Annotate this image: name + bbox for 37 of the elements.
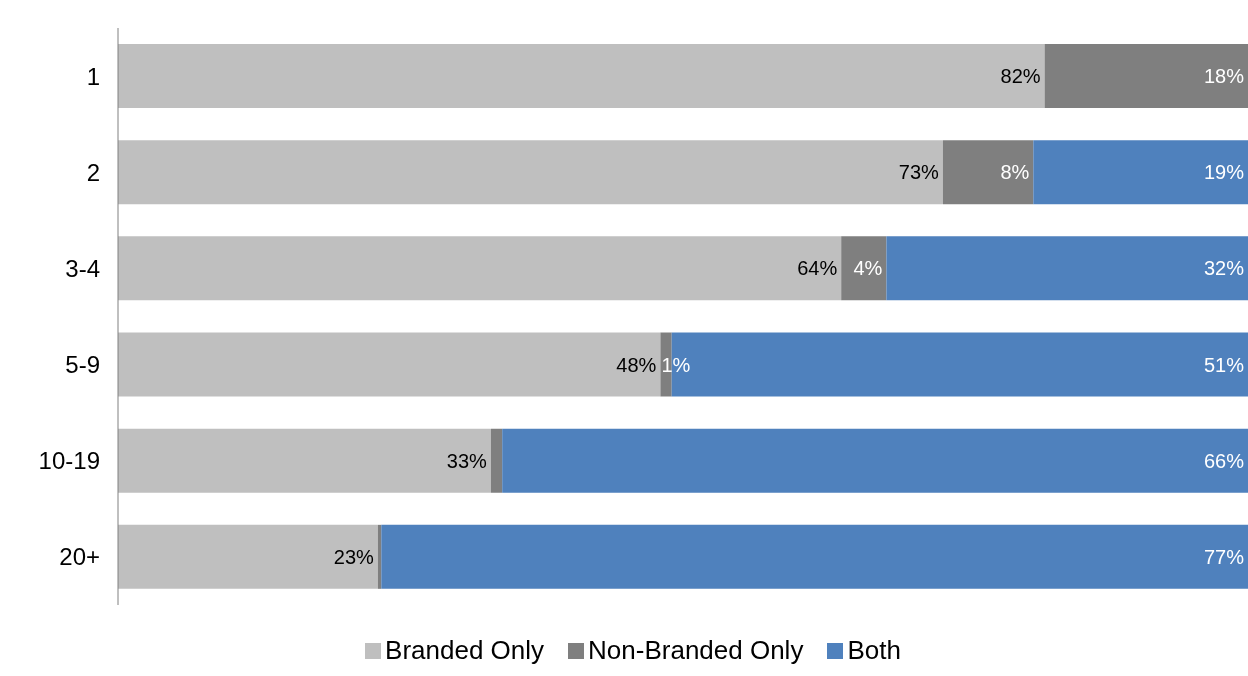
legend-label: Both: [847, 635, 901, 666]
bar: [118, 332, 661, 397]
data-label: 18%: [1203, 65, 1245, 87]
bar: [886, 236, 1248, 301]
bar: [942, 140, 1034, 205]
y-tick-label: 3-4: [65, 254, 100, 282]
data-label: 8%: [1000, 161, 1030, 184]
data-label: 48%: [616, 353, 657, 376]
y-tick-label: 10-19: [38, 447, 100, 475]
y-tick-label: 2: [86, 158, 100, 186]
data-label: 64%: [797, 257, 838, 280]
data-label: 32%: [1203, 257, 1245, 280]
bar: [490, 428, 503, 493]
bar: [1033, 140, 1248, 205]
data-label: 23%: [333, 545, 375, 568]
data-label: 51%: [1203, 353, 1245, 376]
data-label: 66%: [1203, 449, 1245, 472]
bar: [841, 236, 887, 301]
data-label: 4%: [853, 257, 883, 280]
y-tick-label: 1: [86, 62, 100, 90]
bar: [118, 236, 842, 301]
bar: [118, 140, 943, 205]
y-tick-label: 20+: [59, 543, 100, 571]
bar: [502, 428, 1248, 493]
data-label: 82%: [1000, 65, 1041, 87]
y-tick-label: 5-9: [65, 351, 100, 379]
data-label: 19%: [1203, 161, 1245, 184]
data-label: 73%: [898, 161, 940, 184]
bar: [118, 524, 378, 589]
data-label: 77%: [1203, 545, 1245, 568]
legend-label: Non-Branded Only: [588, 635, 804, 666]
data-label: 33%: [446, 449, 488, 472]
data-label: 1%: [661, 353, 691, 376]
bar: [118, 428, 491, 493]
bar: [118, 44, 1045, 108]
bar: [1044, 44, 1248, 108]
legend-label: Branded Only: [385, 635, 545, 666]
